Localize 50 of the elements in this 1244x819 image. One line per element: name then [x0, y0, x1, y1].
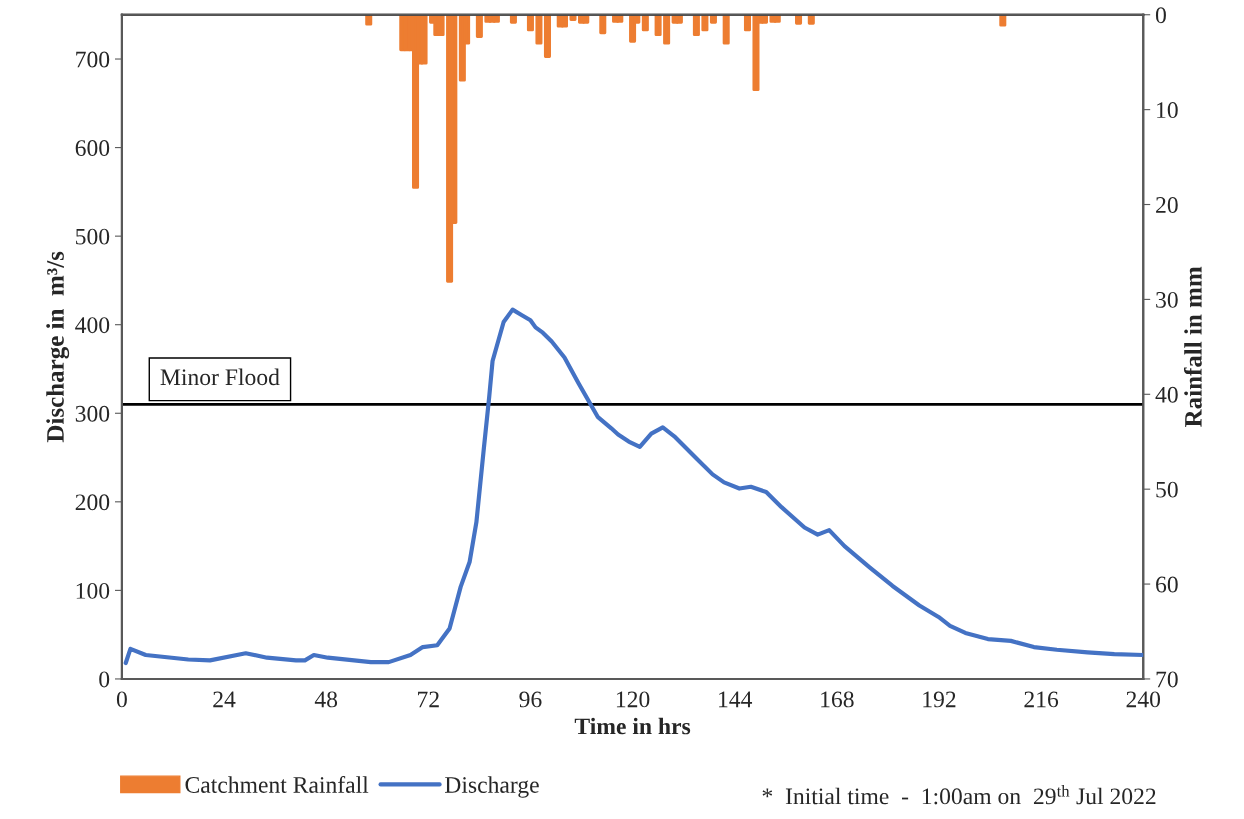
bar: [709, 14, 717, 24]
y-tick-label: 600: [75, 140, 110, 157]
y2-axis-title: Rainfall in mm: [1183, 266, 1202, 427]
x-tick-label: 144: [719, 691, 753, 708]
x-tick-label: 120: [616, 691, 650, 708]
bar: [616, 14, 624, 23]
bar: [675, 14, 683, 24]
y-tick-label: 300: [75, 405, 110, 422]
x-tick-label: 72: [418, 691, 439, 708]
text: * Initial time - 1:00am on 29$^{th}$ Jul 2022: [762, 785, 1156, 805]
y2-tick-label: 0: [1155, 7, 1166, 24]
bar: [492, 14, 500, 23]
y-tick-label: 200: [75, 494, 110, 511]
x-axis-title: Time in hrs: [574, 717, 691, 735]
y2-tick-label: 70: [1156, 671, 1178, 688]
bar: [365, 14, 373, 26]
x-tick-label: 96: [519, 691, 542, 708]
y2-tick-label: 30: [1156, 291, 1178, 308]
y-tick-label: 100: [76, 582, 110, 599]
y2-tick-label: 60: [1156, 576, 1178, 593]
bar: [599, 14, 607, 35]
bar: [582, 14, 590, 24]
legend-label: Catchment Rainfall: [185, 776, 369, 793]
x-tick-label: 24: [213, 691, 236, 708]
y-tick-label: 400: [75, 317, 110, 334]
bar: [543, 14, 551, 58]
bar: [795, 14, 803, 25]
legend-label: Discharge: [445, 776, 539, 798]
bar: [641, 14, 649, 32]
y2-tick-label: 50: [1156, 481, 1178, 498]
x-tick-label: 48: [314, 691, 338, 708]
line-series: [123, 307, 1144, 666]
bar: [807, 14, 815, 25]
y-tick-label: 700: [76, 51, 110, 68]
x-tick-label: 240: [1126, 691, 1161, 708]
x-tick-label: 0: [116, 691, 127, 708]
bar: [999, 14, 1007, 27]
y2-tick-label: 40: [1155, 386, 1178, 403]
y-axis-title: Discharge in m³/s: [46, 251, 70, 443]
y2-tick-label: 10: [1157, 102, 1178, 119]
ref-line-label: Minor Flood: [160, 368, 280, 386]
x-tick-label: 168: [821, 691, 854, 708]
x-tick-label: 216: [1024, 691, 1059, 708]
bar: [773, 14, 781, 23]
x-tick-label: 192: [923, 691, 956, 708]
y2-tick-label: 20: [1156, 197, 1178, 213]
y-tick-label: 500: [76, 228, 110, 245]
bar: [722, 14, 730, 45]
y-tick-label: 0: [99, 671, 110, 688]
bar: [509, 14, 517, 24]
